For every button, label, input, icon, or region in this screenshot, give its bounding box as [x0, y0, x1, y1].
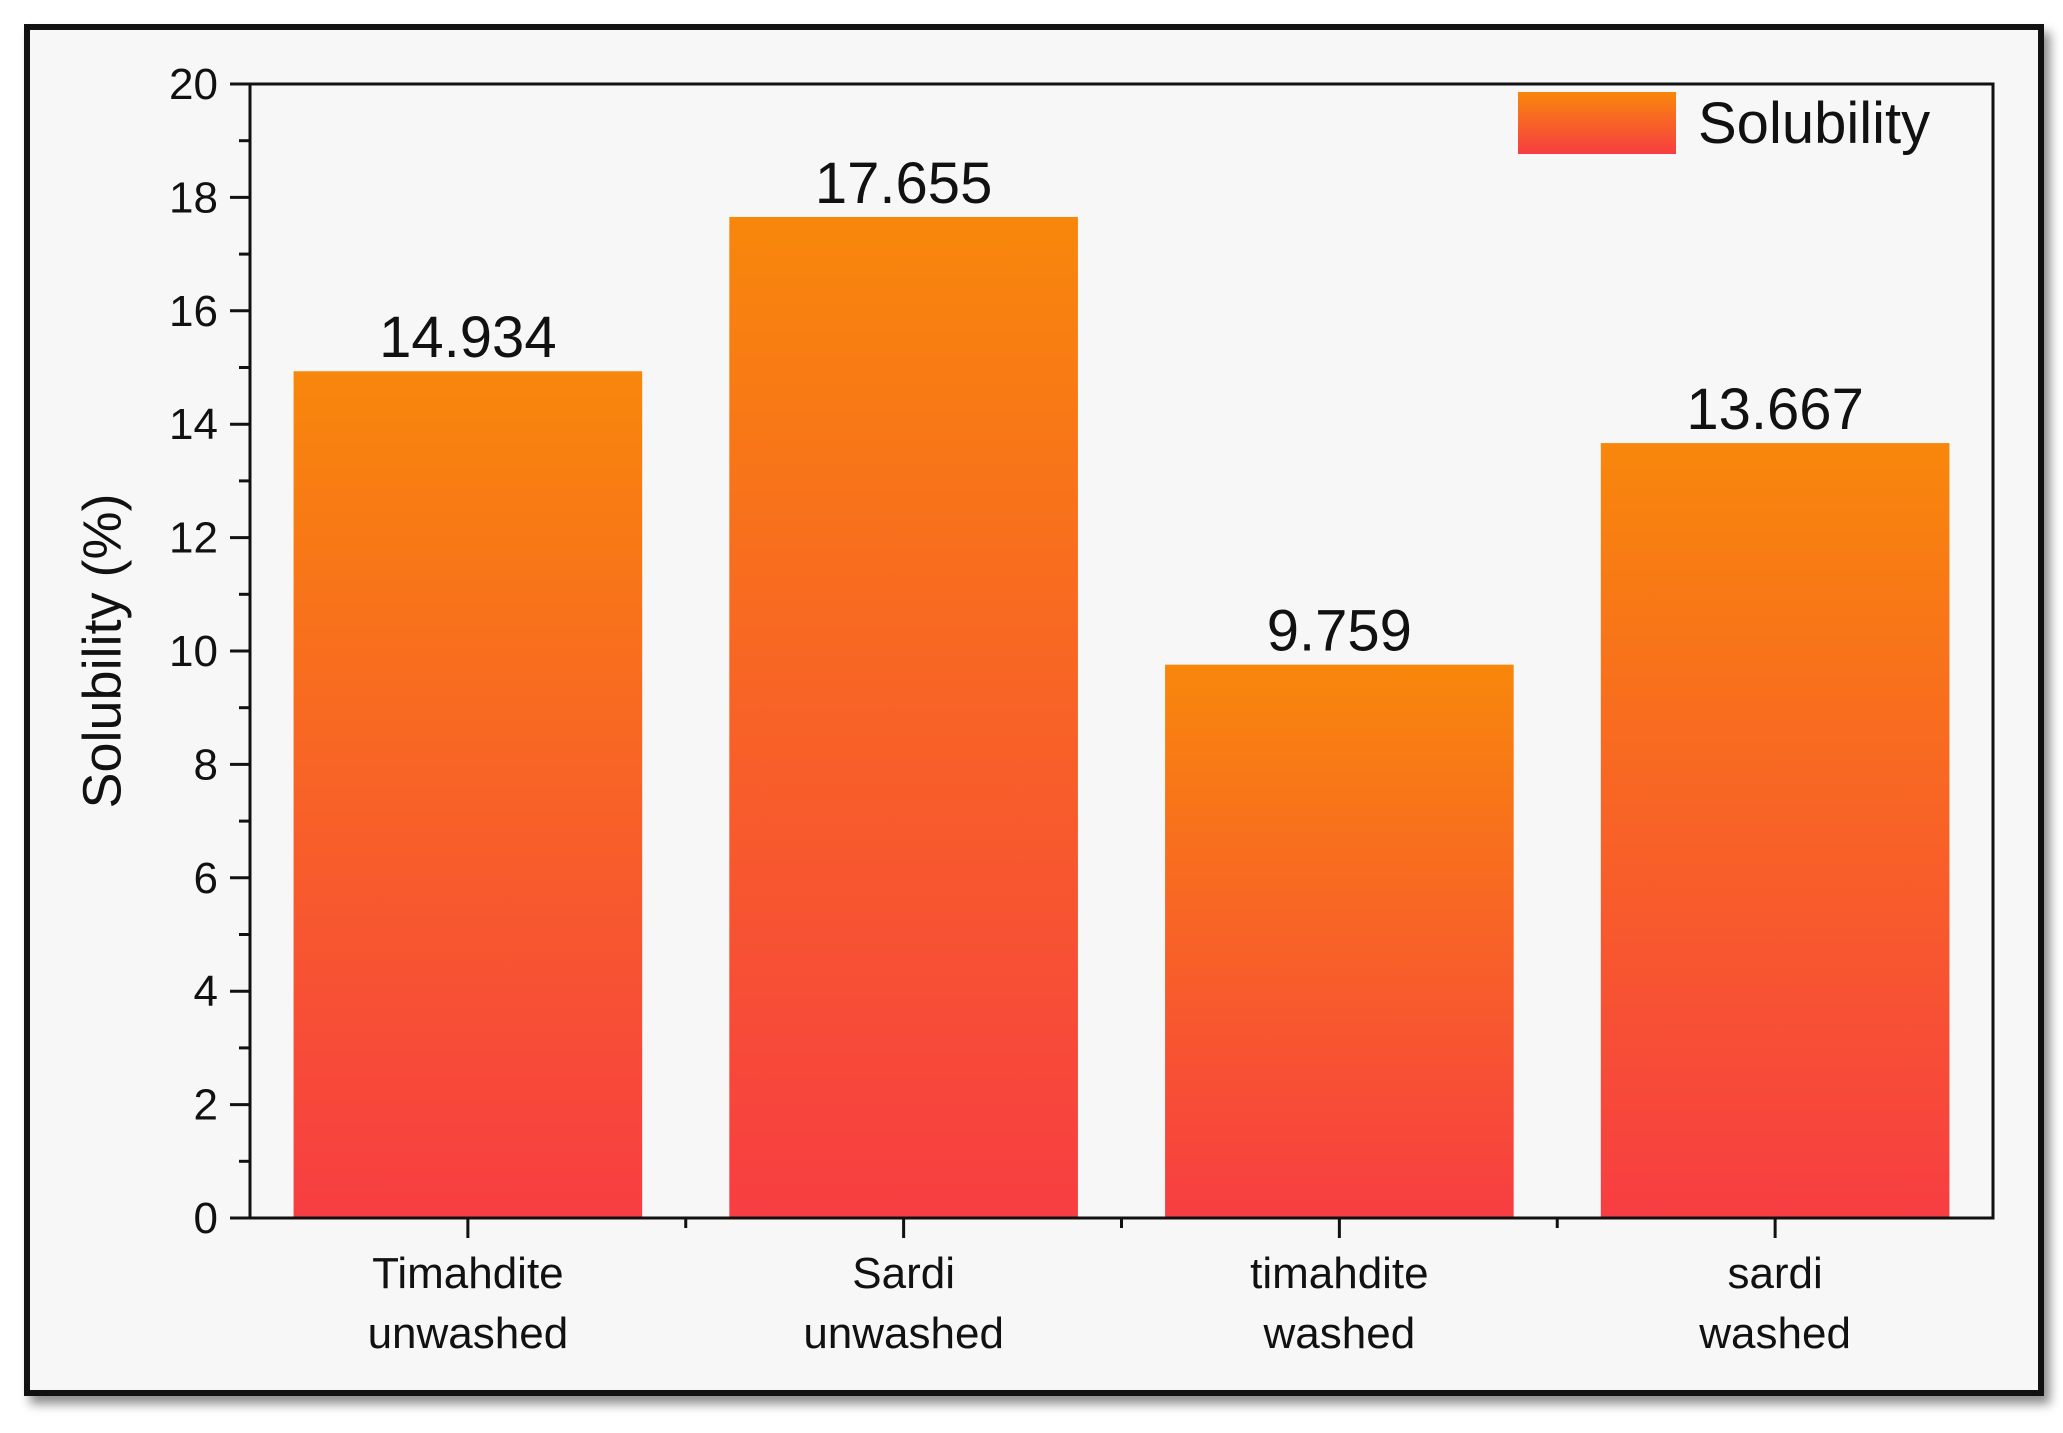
y-axis-ticks: 0 2 4 6 8 10 12 14 16 18 20 — [169, 60, 250, 1243]
x-tick-label-4-line-1: sardi — [1727, 1249, 1822, 1298]
y-tick-label-12: 12 — [169, 514, 218, 563]
bar-value-label-1: 14.934 — [379, 305, 556, 370]
y-tick-label-4: 4 — [194, 967, 218, 1016]
y-tick-label-0: 0 — [194, 1194, 218, 1243]
y-tick-label-6: 6 — [194, 854, 218, 903]
y-axis-label: Solubility (%) — [72, 493, 132, 808]
legend: Solubility — [1518, 91, 1930, 156]
bar-4 — [1600, 443, 1950, 1219]
x-tick-label-3-line-1: timahdite — [1250, 1249, 1429, 1298]
x-tick-label-3-line-2: washed — [1263, 1309, 1416, 1358]
bar-value-label-2: 17.655 — [815, 151, 992, 216]
bar-value-label-4: 13.667 — [1686, 377, 1863, 442]
chart-frame: 14.934 17.655 9.759 13.667 0 2 4 6 8 10 12 14 16 18 2… — [24, 24, 2044, 1396]
y-tick-label-20: 20 — [169, 60, 218, 109]
x-tick-label-2-line-1: Sardi — [852, 1249, 955, 1298]
x-tick-label-1-line-1: Timahdite — [372, 1249, 564, 1298]
solubility-bar-chart: 14.934 17.655 9.759 13.667 0 2 4 6 8 10 12 14 16 18 2… — [72, 60, 1995, 1358]
y-tick-label-18: 18 — [169, 173, 218, 222]
y-tick-label-2: 2 — [194, 1081, 218, 1130]
value-labels: 14.934 17.655 9.759 13.667 — [379, 151, 1864, 664]
y-tick-label-8: 8 — [194, 740, 218, 789]
bar-value-label-3: 9.759 — [1267, 599, 1412, 664]
bar-1 — [293, 371, 643, 1218]
x-axis-ticks: Timahdite unwashed Sardi unwashed timahdite w… — [368, 1218, 1851, 1358]
legend-label: Solubility — [1698, 91, 1930, 156]
bar-3 — [1165, 664, 1514, 1218]
bars — [293, 216, 1950, 1219]
y-tick-label-16: 16 — [169, 287, 218, 336]
y-tick-label-10: 10 — [169, 627, 218, 676]
x-tick-label-1-line-2: unwashed — [368, 1309, 569, 1358]
x-tick-label-2-line-2: unwashed — [803, 1309, 1004, 1358]
legend-swatch — [1518, 92, 1676, 154]
bar-2 — [729, 216, 1078, 1219]
x-tick-label-4-line-2: washed — [1698, 1309, 1851, 1358]
y-tick-label-14: 14 — [169, 400, 218, 449]
